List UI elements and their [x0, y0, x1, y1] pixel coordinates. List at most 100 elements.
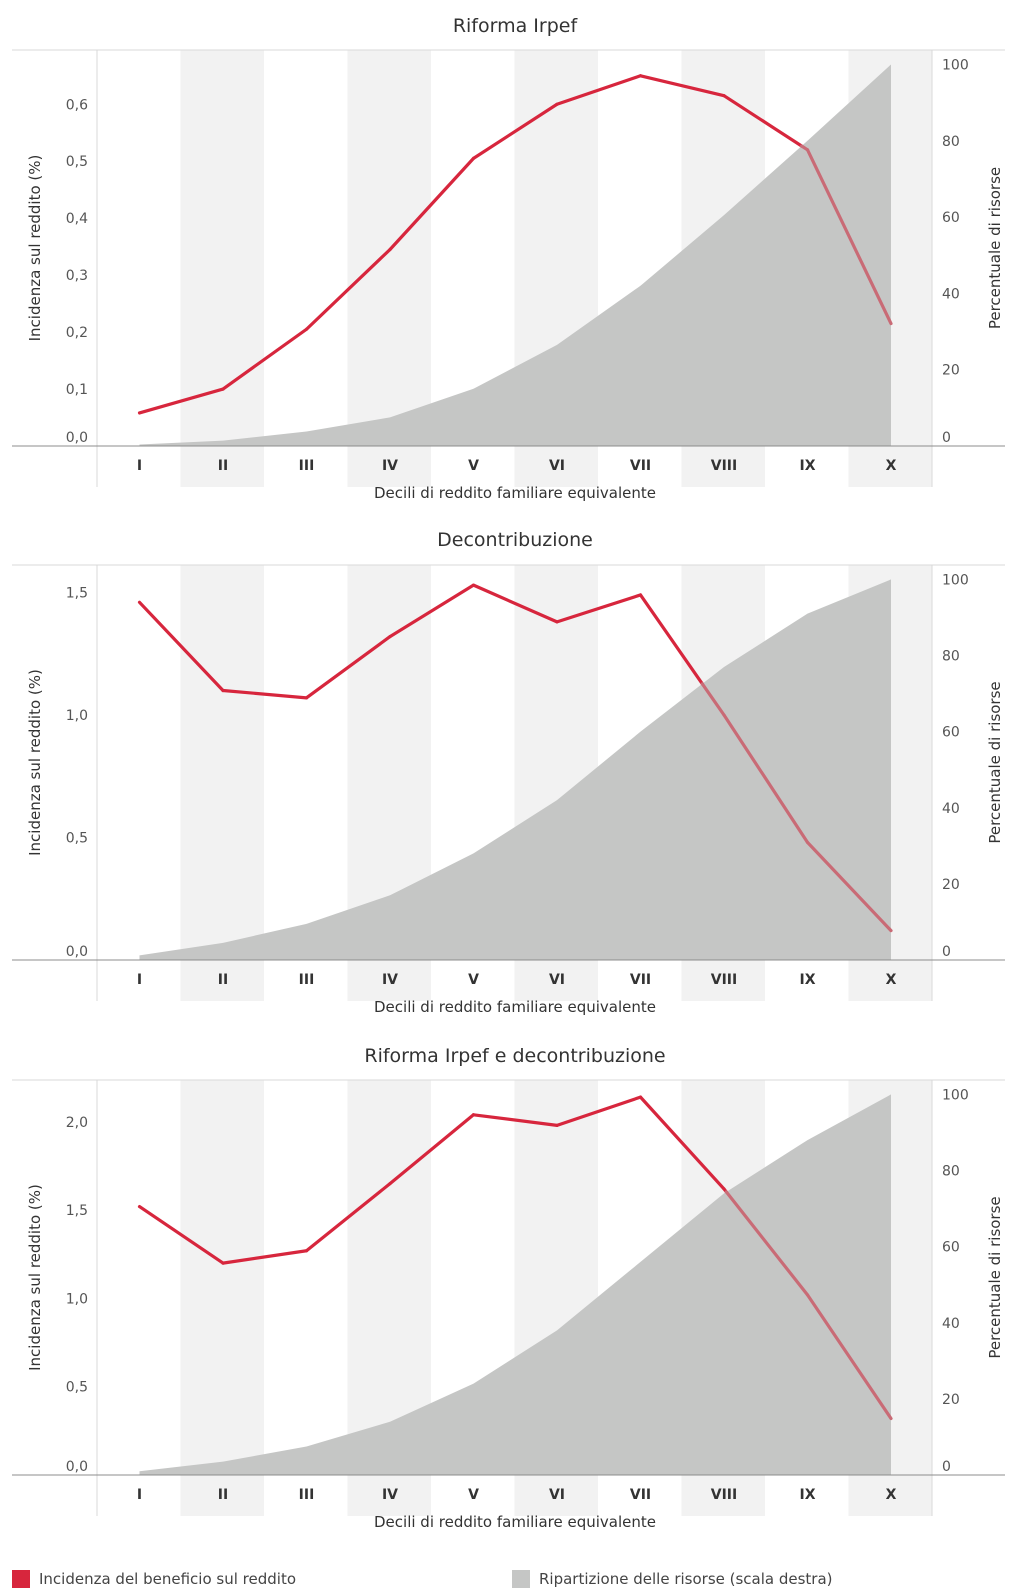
legend-item-area: Ripartizione delle risorse (scala destra… — [512, 1567, 833, 1591]
band-II — [180, 1080, 264, 1516]
y2-tick-label: 0 — [942, 430, 951, 446]
line-segment-3 — [304, 1182, 392, 1253]
y2-tick-label: 20 — [942, 877, 960, 893]
legend-swatch-area — [512, 1570, 530, 1588]
x-axis-label: Decili di reddito familiare equivalente — [374, 1513, 656, 1531]
x-tick-label-V: V — [468, 972, 479, 988]
line-segment-4 — [388, 1113, 476, 1186]
y2-tick-label: 0 — [942, 1459, 951, 1475]
y-tick-label: 0,1 — [66, 382, 88, 398]
x-tick-label-VI: VI — [549, 458, 565, 474]
line-segment-2 — [221, 327, 309, 391]
y2-tick-label: 40 — [942, 286, 960, 302]
y2-tick-label: 40 — [942, 1316, 960, 1332]
x-tick-label-IV: IV — [382, 1487, 398, 1503]
y-axis-label: Incidenza sul reddito (%) — [26, 155, 44, 342]
x-axis-label: Decili di reddito familiare equivalente — [374, 484, 656, 502]
line-segment-5 — [471, 102, 559, 160]
y2-tick-label: 0 — [942, 944, 951, 960]
y-tick-label: 0,2 — [66, 325, 88, 341]
line-segment-8a — [722, 94, 804, 148]
y2-axis-label: Percentuale di risorse — [986, 1196, 1004, 1358]
y2-tick-label: 40 — [942, 801, 960, 817]
x-tick-label-II: II — [218, 458, 228, 474]
chart-title: Decontribuzione — [437, 529, 593, 551]
legend-label-line: Incidenza del beneficio sul reddito — [39, 1570, 297, 1588]
y-tick-label: 0,6 — [66, 97, 88, 113]
y-tick-label: 0,5 — [66, 831, 88, 847]
x-tick-label-VII: VII — [630, 458, 651, 474]
chart-title: Riforma Irpef — [453, 15, 579, 37]
x-tick-label-V: V — [468, 458, 479, 474]
x-tick-label-VI: VI — [549, 1487, 565, 1503]
x-tick-label-VIII: VIII — [711, 972, 737, 988]
y2-tick-label: 60 — [942, 1240, 960, 1256]
y-tick-label: 1,0 — [66, 1291, 88, 1307]
band-II — [180, 565, 264, 1001]
y-tick-label: 1,0 — [66, 708, 88, 724]
area-series-resources — [139, 1094, 891, 1475]
y2-tick-label: 100 — [942, 572, 969, 588]
x-tick-label-VI: VI — [549, 972, 565, 988]
area-series-resources — [139, 64, 891, 447]
x-tick-label-IX: IX — [799, 458, 815, 474]
y2-tick-label: 60 — [942, 210, 960, 226]
line-segment-1 — [137, 1205, 225, 1265]
y-tick-label: 0,0 — [66, 1459, 88, 1475]
y-axis-label: Incidenza sul reddito (%) — [26, 1184, 44, 1371]
x-tick-label-X: X — [886, 458, 897, 474]
line-segment-2 — [221, 688, 309, 700]
line-segment-6 — [555, 593, 643, 624]
x-tick-label-II: II — [218, 972, 228, 988]
x-tick-label-IV: IV — [382, 458, 398, 474]
y-tick-label: 1,5 — [66, 586, 88, 602]
y-tick-label: 0,4 — [66, 211, 88, 227]
y2-tick-label: 80 — [942, 649, 960, 665]
x-tick-label-II: II — [218, 1487, 228, 1503]
x-tick-label-IV: IV — [382, 972, 398, 988]
legend-swatch-line — [12, 1570, 30, 1588]
y-axis-label: Incidenza sul reddito (%) — [26, 669, 44, 856]
y2-tick-label: 100 — [942, 57, 969, 73]
y2-tick-label: 80 — [942, 134, 960, 150]
line-segment-6 — [555, 74, 643, 106]
x-tick-label-III: III — [299, 1487, 315, 1503]
y-tick-label: 1,5 — [66, 1203, 88, 1219]
y2-tick-label: 60 — [942, 725, 960, 741]
y-tick-label: 0,3 — [66, 268, 88, 284]
y2-tick-label: 80 — [942, 1164, 960, 1180]
line-segment-8b — [724, 1190, 810, 1297]
y2-tick-label: 20 — [942, 363, 960, 379]
line-segment-2 — [221, 1249, 309, 1265]
y-tick-label: 0,5 — [66, 1380, 88, 1396]
line-segment-8 — [722, 713, 810, 845]
y-tick-label: 0,0 — [66, 944, 88, 960]
y2-axis-label: Percentuale di risorse — [986, 681, 1004, 843]
x-axis-label: Decili di reddito familiare equivalente — [374, 998, 656, 1016]
line-segment-4 — [388, 156, 476, 252]
line-segment-3 — [304, 247, 392, 331]
y2-tick-label: 100 — [942, 1087, 969, 1103]
x-tick-label-VIII: VIII — [711, 458, 737, 474]
x-tick-label-VIII: VIII — [711, 1487, 737, 1503]
x-tick-label-V: V — [468, 1487, 479, 1503]
x-tick-label-I: I — [137, 1487, 142, 1503]
line-segment-7b — [700, 682, 726, 717]
x-tick-label-III: III — [299, 458, 315, 474]
x-tick-label-X: X — [886, 1487, 897, 1503]
y-tick-label: 2,0 — [66, 1115, 88, 1131]
x-tick-label-IX: IX — [799, 972, 815, 988]
area-series-resources — [139, 579, 891, 960]
x-tick-label-VII: VII — [630, 1487, 651, 1503]
line-segment-1 — [137, 387, 225, 415]
legend-item-line: Incidenza del beneficio sul reddito — [12, 1567, 296, 1591]
legend-label-area: Ripartizione delle risorse (scala destra… — [539, 1570, 833, 1588]
x-tick-label-IX: IX — [799, 1487, 815, 1503]
chart-title: Riforma Irpef e decontribuzione — [364, 1045, 665, 1067]
line-segment-1 — [137, 600, 225, 693]
y-tick-label: 0,5 — [66, 154, 88, 170]
